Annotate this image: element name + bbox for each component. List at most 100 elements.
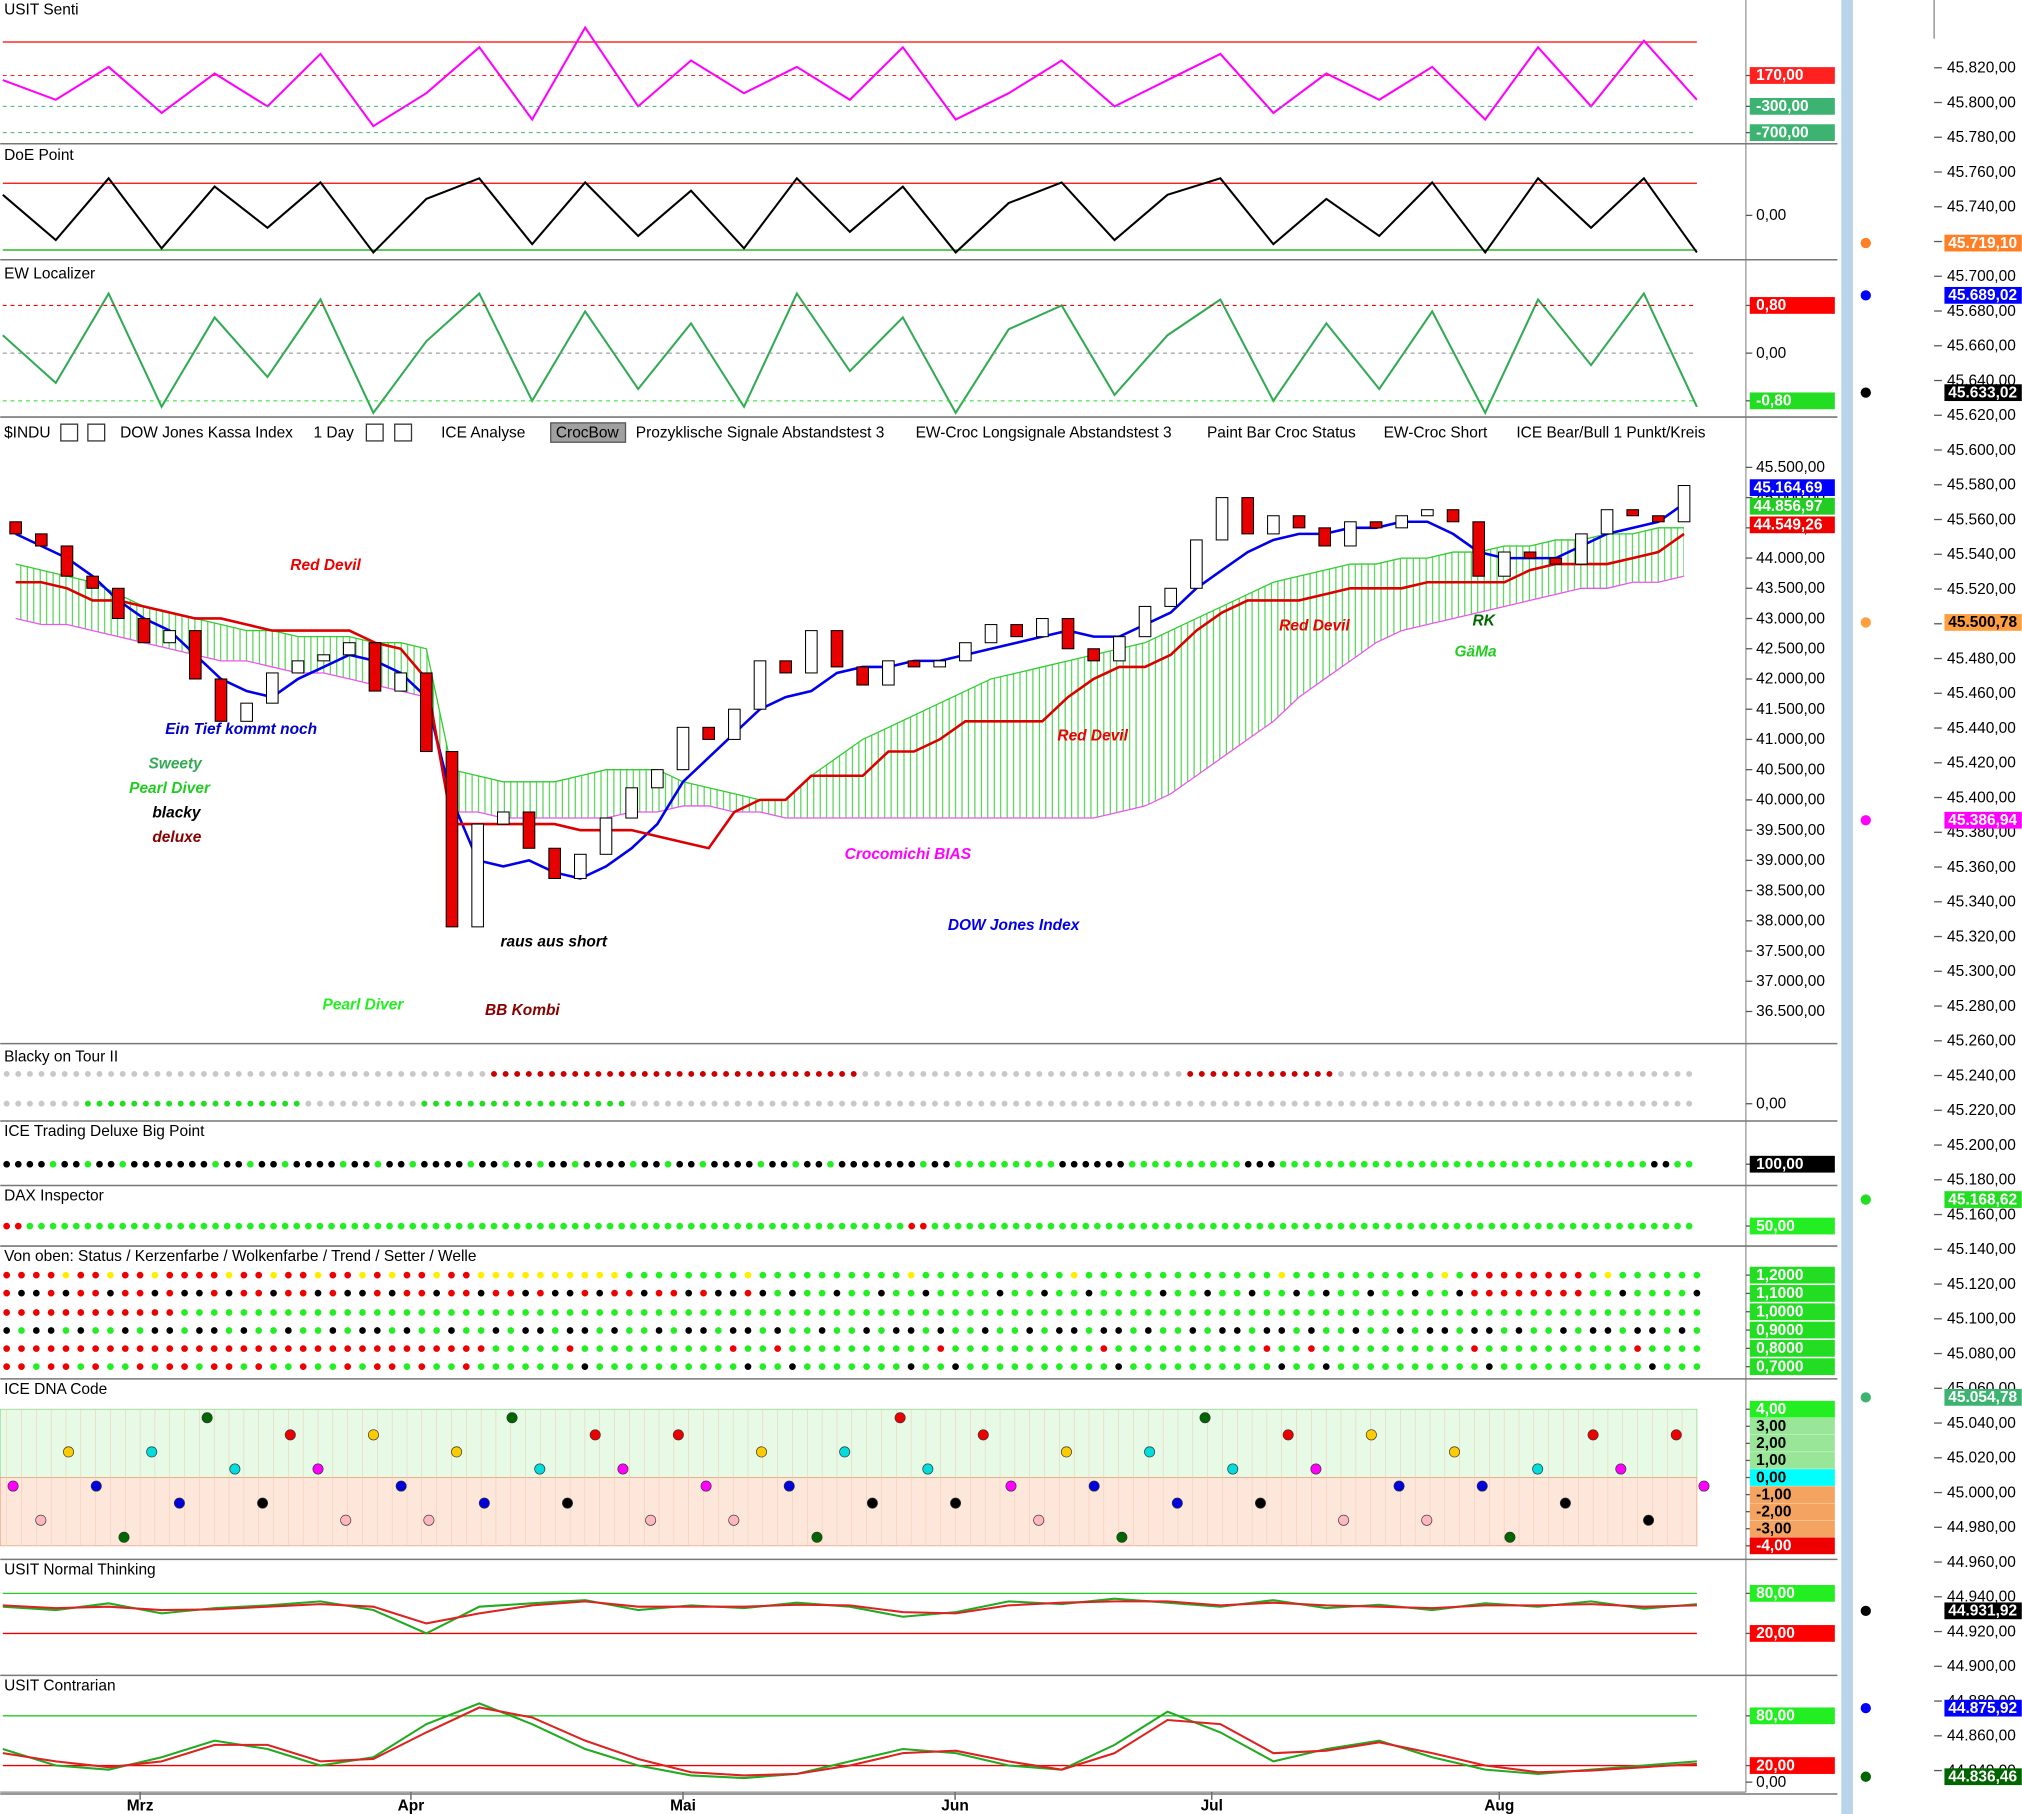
- signal-dot: [448, 1289, 455, 1297]
- signal-dot: [344, 1271, 352, 1279]
- toolbar-item[interactable]: EW-Croc Longsignale Abstandstest 3: [916, 424, 1172, 441]
- signal-dot: [1233, 1160, 1240, 1168]
- signal-dot: [409, 1070, 416, 1077]
- signal-dot: [789, 1309, 796, 1316]
- signal-dot: [873, 1222, 881, 1230]
- signal-dot: [388, 1327, 396, 1334]
- toolbar-item[interactable]: ICE Analyse: [441, 424, 525, 441]
- toolbar-item[interactable]: $INDU: [4, 424, 50, 441]
- signal-dot: [403, 1345, 411, 1352]
- signal-dot: [1204, 1289, 1211, 1297]
- signal-dot: [1616, 1222, 1623, 1230]
- signal-dot: [989, 1160, 997, 1168]
- toolbar-item[interactable]: ICE Bear/Bull 1 Punkt/Kreis: [1516, 424, 1705, 441]
- dropdown[interactable]: [60, 423, 79, 442]
- y-tick-label: 100,00: [1756, 1156, 1803, 1173]
- signal-dot: [700, 1309, 707, 1316]
- signal-dot: [448, 1345, 455, 1352]
- signal-dot: [699, 1222, 707, 1230]
- signal-dot: [1604, 1327, 1612, 1334]
- dna-dot: [1476, 1480, 1488, 1492]
- signal-dot: [61, 1160, 69, 1168]
- signal-dot: [479, 1070, 486, 1077]
- candle: [522, 811, 536, 849]
- toolbar-item[interactable]: CrocBow: [556, 424, 620, 441]
- signal-dot: [952, 1309, 959, 1316]
- y-tick-label: 45.320,00: [1947, 928, 2016, 945]
- signal-dot: [729, 1327, 737, 1334]
- signal-dot: [373, 1271, 381, 1279]
- signal-dot: [92, 1327, 99, 1334]
- signal-dot: [1352, 1289, 1360, 1297]
- signal-dot: [734, 1222, 742, 1230]
- signal-dot: [119, 1222, 127, 1230]
- signal-dot: [492, 1309, 500, 1316]
- signal-dot: [1619, 1309, 1627, 1316]
- dropdown[interactable]: [394, 423, 413, 442]
- signal-dot: [907, 1327, 915, 1334]
- signal-dot: [165, 1222, 173, 1230]
- scrollbar[interactable]: [1841, 0, 1853, 1814]
- signal-dot: [477, 1363, 485, 1370]
- signal-dot: [403, 1271, 411, 1279]
- signal-dot: [653, 1070, 660, 1077]
- signal-dot: [1456, 1309, 1464, 1316]
- signal-dot: [1616, 1160, 1623, 1168]
- signal-dot: [1248, 1327, 1256, 1334]
- price-badge-label: 44.836,46: [1948, 1768, 2017, 1785]
- signal-dot: [3, 1327, 11, 1334]
- signal-dot: [3, 1160, 11, 1168]
- y-tick-label: 39.500,00: [1756, 822, 1825, 839]
- y-tick-label: 45.780,00: [1947, 129, 2016, 146]
- signal-dot: [1293, 1271, 1300, 1279]
- signal-dot: [1100, 1345, 1108, 1352]
- toolbar-item[interactable]: Paint Bar Croc Status: [1207, 424, 1356, 441]
- signal-dot: [3, 1309, 11, 1316]
- signal-dot: [151, 1289, 159, 1297]
- signal-dot: [1634, 1363, 1641, 1370]
- signal-dot: [1159, 1289, 1167, 1297]
- candle: [830, 630, 844, 668]
- toolbar-toggle[interactable]: [550, 422, 627, 443]
- signal-dot: [1048, 1070, 1054, 1077]
- toolbar-item[interactable]: 1 Day: [314, 424, 355, 441]
- signal-dot: [1361, 1070, 1368, 1077]
- signal-dot: [386, 1160, 393, 1168]
- signal-dot: [1070, 1345, 1078, 1352]
- signal-dot: [522, 1345, 529, 1352]
- toolbar-item[interactable]: DOW Jones Kassa Index: [120, 424, 293, 441]
- signal-dot: [1515, 1289, 1523, 1297]
- y-tick-label: 0,00: [1756, 1095, 1786, 1112]
- signal-dot: [522, 1363, 529, 1370]
- tick-badge: [1749, 1486, 1835, 1503]
- signal-dot: [1523, 1222, 1531, 1230]
- candle: [1369, 521, 1383, 529]
- signal-dot: [892, 1363, 900, 1370]
- candle: [1190, 539, 1203, 589]
- dropdown[interactable]: [365, 423, 384, 442]
- tick-badge: [1749, 1537, 1835, 1555]
- signal-dot: [896, 1160, 904, 1168]
- signal-dot: [1426, 1289, 1434, 1297]
- toolbar-item[interactable]: EW-Croc Short: [1384, 424, 1488, 441]
- signal-dot: [1175, 1100, 1182, 1107]
- signal-dot: [1338, 1100, 1345, 1107]
- candle: [265, 672, 279, 704]
- dropdown[interactable]: [87, 423, 106, 442]
- signal-dot: [1604, 1100, 1611, 1107]
- signal-dot: [908, 1100, 915, 1107]
- signal-dot: [1186, 1160, 1194, 1168]
- y-tick-label: 80,00: [1756, 1708, 1795, 1725]
- signal-dot: [1085, 1271, 1093, 1279]
- signal-dot: [1326, 1100, 1333, 1107]
- signal-dot: [255, 1345, 263, 1352]
- signal-dot: [714, 1271, 722, 1279]
- toolbar-item[interactable]: Prozyklische Signale Abstandstest 3: [636, 424, 885, 441]
- signal-dot: [1293, 1327, 1300, 1334]
- y-tick-label: 45.700,00: [1947, 268, 2016, 285]
- signal-dot: [433, 1100, 439, 1107]
- signal-dot: [818, 1271, 826, 1279]
- signal-dot: [1337, 1289, 1345, 1297]
- signal-dot: [1070, 1309, 1078, 1316]
- signal-dot: [1094, 1070, 1101, 1077]
